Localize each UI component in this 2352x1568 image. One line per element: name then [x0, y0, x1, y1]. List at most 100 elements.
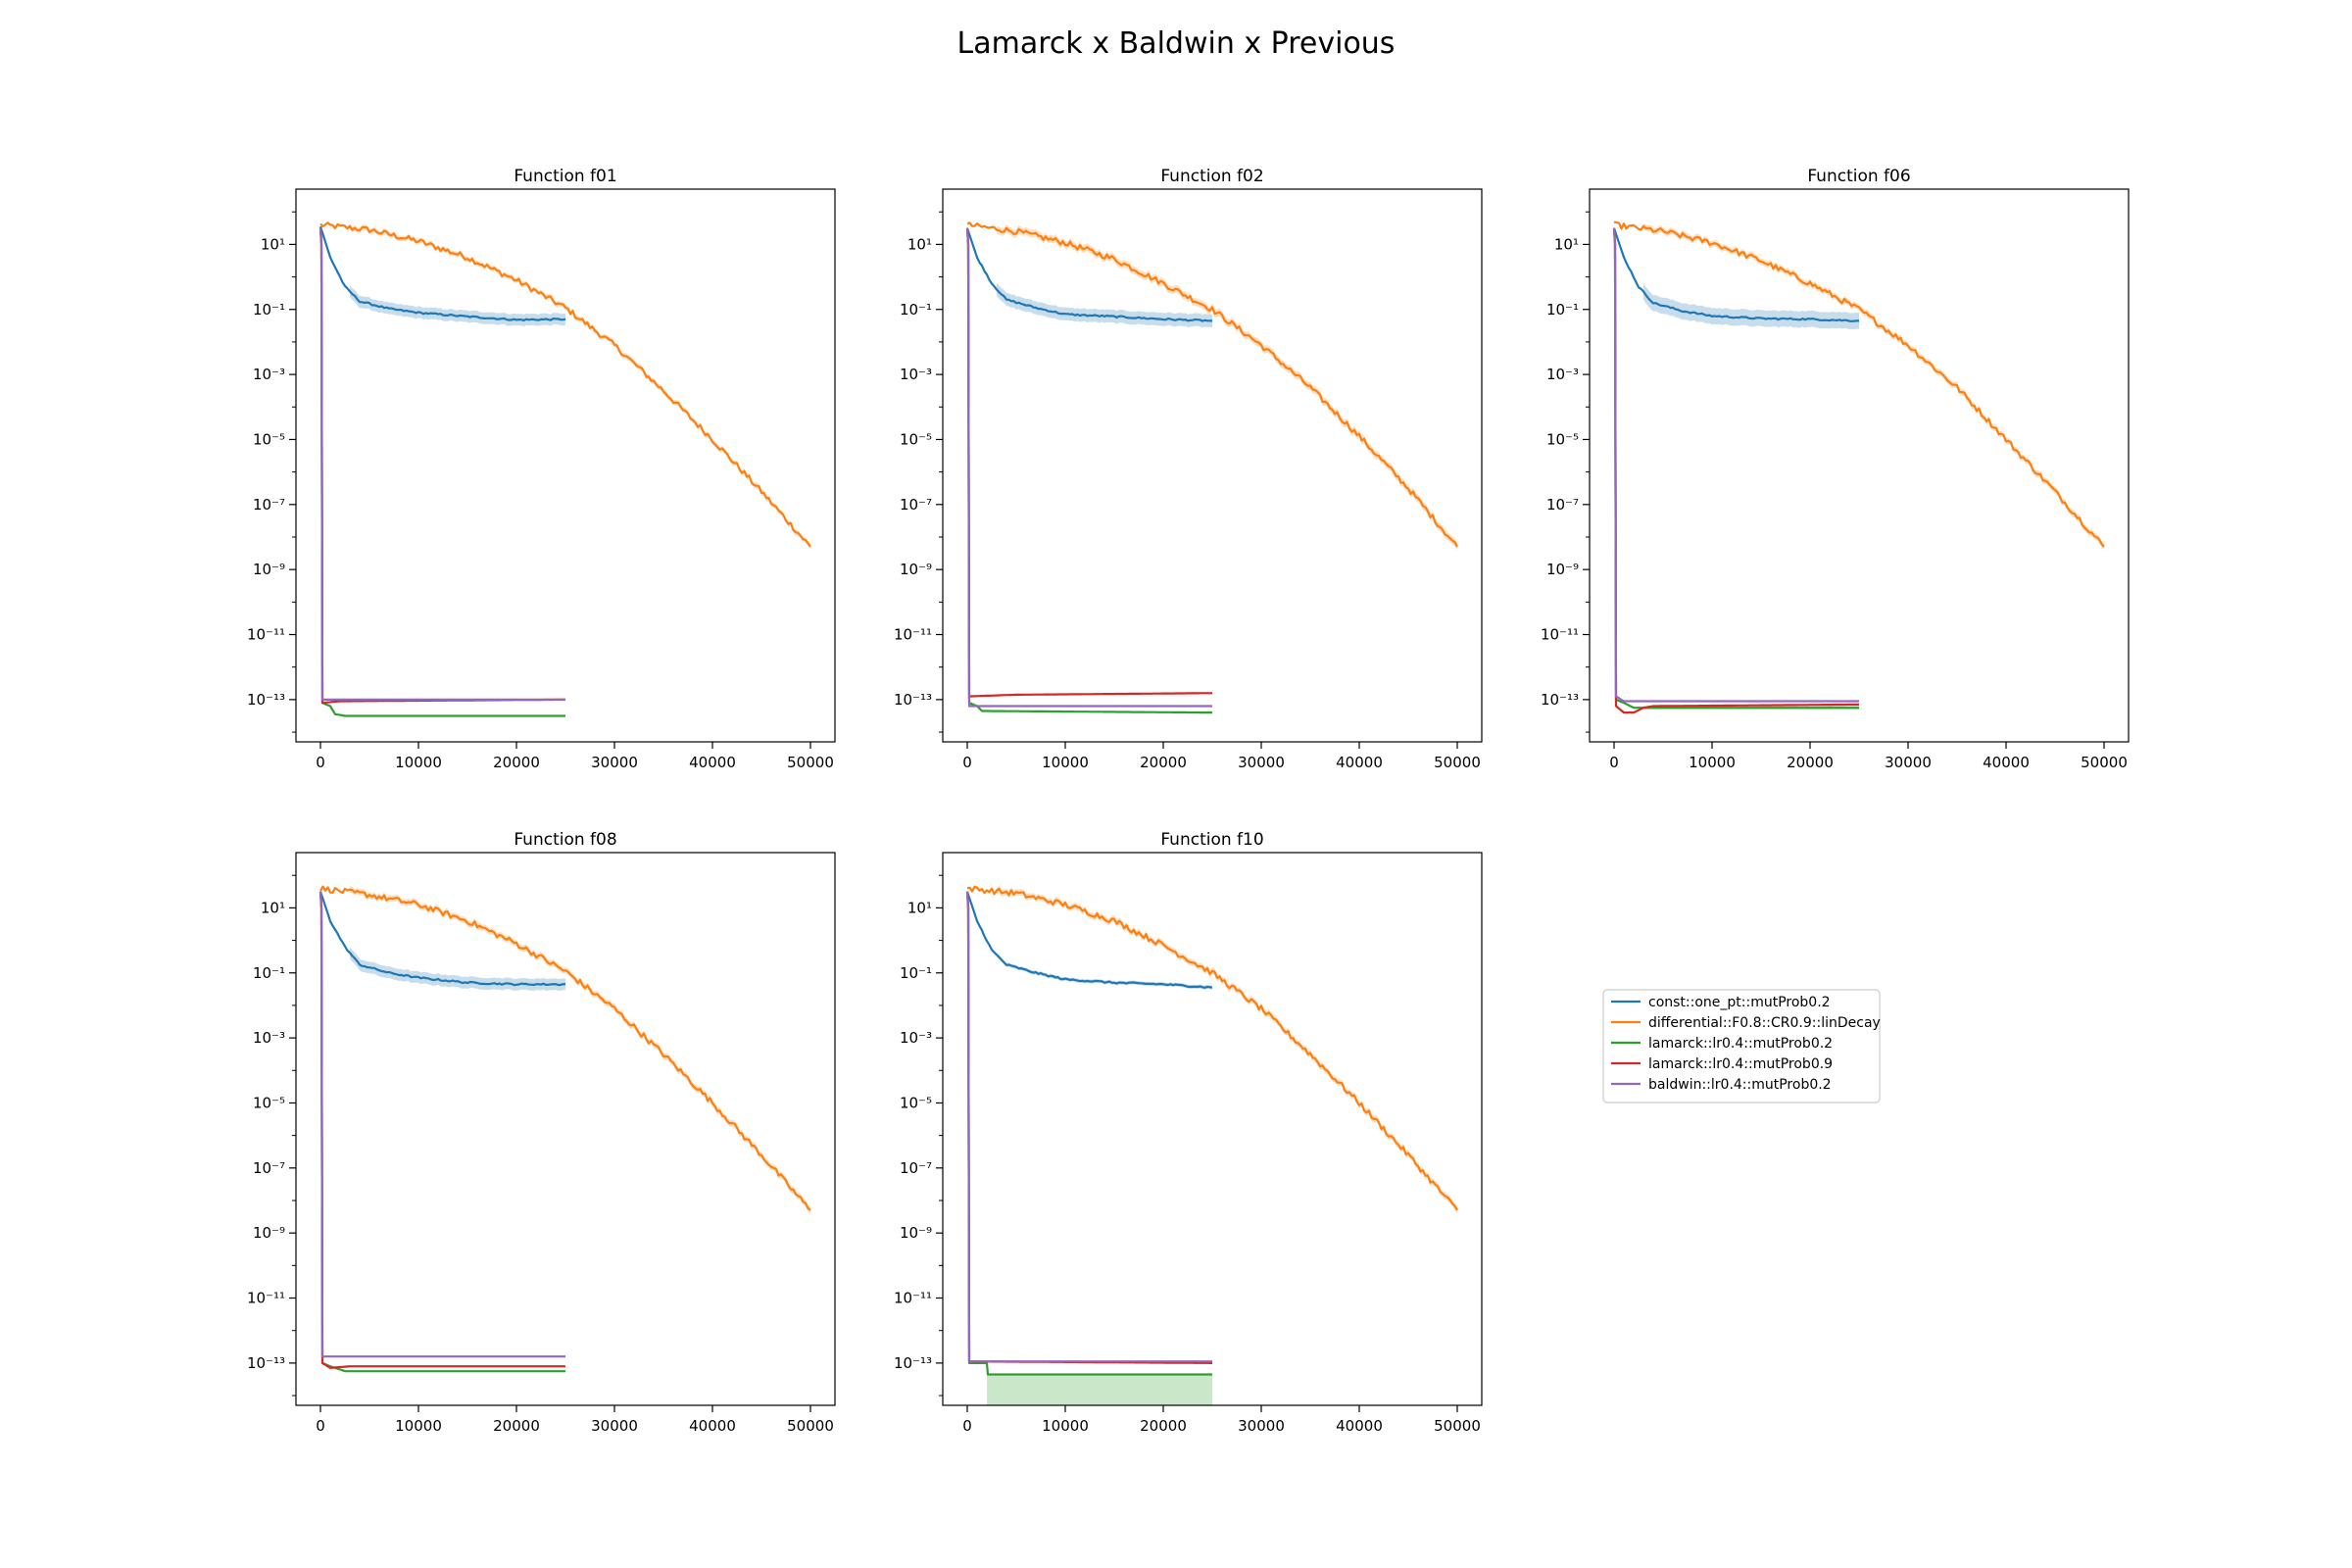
subplot-title: Function f08: [514, 830, 616, 850]
series-line: [318, 227, 565, 701]
subplot-5: 0 10000 20000 30000 40000 50000 10¹ 10⁻¹ 10⁻³ 10⁻…: [894, 830, 1483, 1435]
x-tick-label: 50000: [2081, 754, 2128, 771]
x-tick-label: 50000: [787, 1417, 834, 1435]
axes-frame: [295, 188, 836, 743]
subplot-4: 0 10000 20000 30000 40000 50000 10¹ 10⁻¹ 10⁻³ 10⁻…: [247, 830, 836, 1435]
x-tick-label: 20000: [1140, 754, 1187, 771]
series-line: [965, 891, 1213, 989]
x-tick-label: 30000: [591, 1417, 638, 1435]
y-tick-label: 10⁻³: [900, 1029, 932, 1047]
series-line: [319, 885, 811, 1211]
legend-box: [1602, 989, 1881, 1103]
y-tick-label: 10⁻⁹: [253, 561, 285, 578]
y-tick-label: 10⁻¹¹: [894, 1290, 932, 1307]
x-tick-label: 0: [316, 754, 325, 771]
series-band: [997, 223, 1457, 551]
series-band: [997, 885, 1457, 1214]
x-tick-label: 10000: [1042, 754, 1089, 771]
x-tick-label: 30000: [1238, 1417, 1285, 1435]
x-tick-label: 0: [962, 754, 972, 771]
series-line: [319, 221, 811, 548]
legend-label: const::one_pt::mutProb0.2: [1648, 995, 1831, 1010]
y-tick-label: 10¹: [261, 235, 285, 253]
legend-label: baldwin::lr0.4::mutProb0.2: [1648, 1077, 1832, 1093]
plot-area: [965, 885, 1458, 1405]
subplot-title: Function f10: [1160, 830, 1263, 850]
subplot-title: Function f02: [1160, 167, 1263, 186]
axes-frame: [295, 852, 836, 1406]
y-tick-label: 10⁻¹¹: [247, 1290, 285, 1307]
x-tick-label: 40000: [689, 1417, 736, 1435]
legend: const::one_pt::mutProb0.2differential::F…: [1602, 989, 1881, 1103]
legend-item: differential::F0.8::CR0.9::linDecay: [1611, 1015, 1881, 1031]
y-tick-label: 10⁻³: [253, 366, 285, 383]
series-band: [350, 285, 565, 326]
subplots: 0 10000 20000 30000 40000 50000 10¹ 10⁻¹ 10⁻³ 10⁻…: [247, 167, 2130, 1435]
series-line: [318, 891, 565, 1358]
y-tick-label: 10⁻⁹: [900, 561, 932, 578]
series-line: [1613, 220, 2105, 548]
y-tick-label: 10⁻⁵: [253, 1094, 285, 1111]
y-tick-label: 10¹: [907, 235, 932, 253]
series-line: [318, 891, 565, 1369]
plot-area: [965, 221, 1458, 714]
x-tick-label: 0: [962, 1417, 972, 1435]
y-tick-label: 10⁻⁹: [1546, 561, 1579, 578]
y-tick-label: 10⁻¹¹: [247, 626, 285, 644]
axes-frame: [1589, 188, 2130, 743]
axes-frame: [942, 852, 1483, 1406]
legend-item: baldwin::lr0.4::mutProb0.2: [1611, 1077, 1832, 1093]
plot-area: [318, 221, 811, 717]
series-line: [1612, 227, 1860, 714]
x-tick-label: 10000: [1689, 754, 1736, 771]
y-tick-label: 10⁻⁵: [253, 430, 285, 448]
x-tick-label: 40000: [1336, 754, 1383, 771]
legend-label: differential::F0.8::CR0.9::linDecay: [1648, 1015, 1881, 1031]
plot-area: [318, 885, 811, 1373]
subplot-title: Function f01: [514, 167, 616, 186]
series-line: [965, 227, 1213, 322]
y-tick-label: 10¹: [261, 899, 285, 916]
y-tick-label: 10⁻¹³: [247, 691, 285, 709]
y-tick-label: 10¹: [1554, 235, 1579, 253]
y-tick-label: 10⁻⁵: [1546, 430, 1579, 448]
series-line: [965, 891, 1212, 1376]
x-tick-label: 10000: [1042, 1417, 1089, 1435]
y-tick-label: 10¹: [907, 899, 932, 916]
x-tick-label: 10000: [395, 754, 442, 771]
x-tick-label: 20000: [493, 1417, 540, 1435]
x-tick-label: 30000: [591, 754, 638, 771]
subplot-2: 0 10000 20000 30000 40000 50000 10¹ 10⁻¹ 10⁻³ 10⁻…: [894, 167, 1483, 771]
series-line: [318, 891, 565, 1373]
y-tick-label: 10⁻⁹: [900, 1224, 932, 1242]
y-tick-label: 10⁻¹¹: [1541, 626, 1579, 644]
series-line: [1612, 227, 1859, 710]
series-band: [1643, 222, 2104, 551]
legend-label: lamarck::lr0.4::mutProb0.9: [1648, 1056, 1833, 1072]
x-tick-label: 20000: [1787, 754, 1834, 771]
y-tick-label: 10⁻¹³: [1541, 691, 1579, 709]
y-tick-label: 10⁻⁷: [1546, 496, 1579, 514]
y-tick-label: 10⁻⁵: [900, 1094, 932, 1111]
y-tick-label: 10⁻³: [1546, 366, 1579, 383]
subplot-title: Function f06: [1807, 167, 1910, 186]
legend-item: const::one_pt::mutProb0.2: [1611, 995, 1831, 1010]
series-band: [350, 947, 565, 992]
plot-area: [1612, 220, 2105, 714]
series-band: [997, 282, 1212, 328]
y-tick-label: 10⁻⁷: [253, 1159, 285, 1177]
subplot-3: 0 10000 20000 30000 40000 50000 10¹ 10⁻¹ 10⁻³ 10⁻…: [1541, 167, 2130, 771]
x-tick-label: 30000: [1238, 754, 1285, 771]
legend-item: lamarck::lr0.4::mutProb0.9: [1611, 1056, 1833, 1072]
x-tick-label: 10000: [395, 1417, 442, 1435]
series-line: [966, 221, 1458, 548]
y-tick-label: 10⁻¹¹: [894, 626, 932, 644]
y-tick-label: 10⁻¹³: [894, 1354, 932, 1372]
x-tick-label: 40000: [689, 754, 736, 771]
y-tick-label: 10⁻¹³: [894, 691, 932, 709]
series-line: [965, 227, 1212, 714]
figure-title: Lamarck x Baldwin x Previous: [957, 26, 1396, 61]
y-tick-label: 10⁻⁷: [900, 496, 932, 514]
x-tick-label: 40000: [1983, 754, 2030, 771]
y-tick-label: 10⁻³: [253, 1029, 285, 1047]
